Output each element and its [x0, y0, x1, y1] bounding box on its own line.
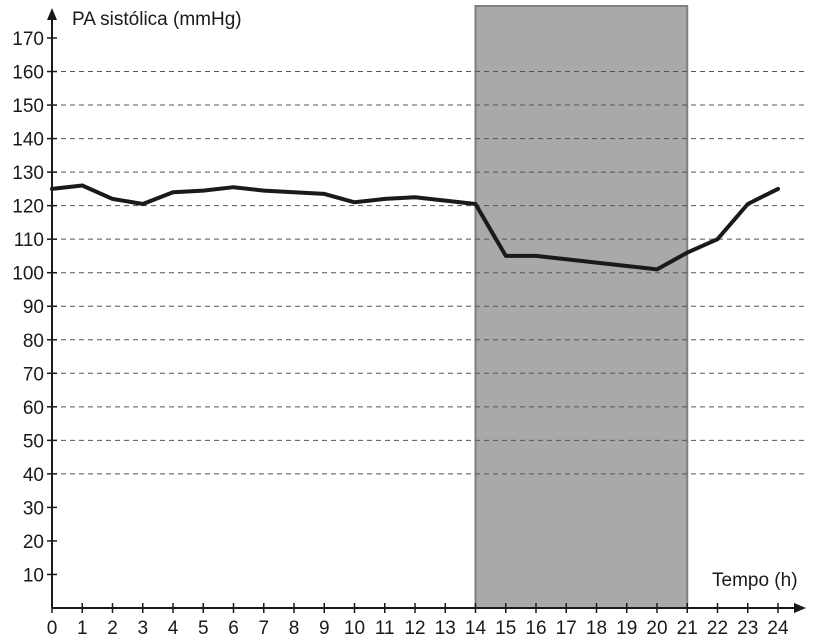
x-tick-label: 3 — [137, 618, 148, 639]
y-tick-label: 20 — [23, 532, 44, 553]
y-tick-label: 40 — [23, 465, 44, 486]
y-tick-label: 170 — [12, 29, 44, 50]
x-tick-label: 2 — [107, 618, 118, 639]
y-tick-label: 140 — [12, 130, 44, 151]
y-tick-label: 60 — [23, 398, 44, 419]
y-tick-label: 130 — [12, 163, 44, 184]
y-tick-label: 160 — [12, 63, 44, 84]
y-tick-label: 10 — [23, 565, 44, 586]
y-axis-title: PA sistólica (mmHg) — [72, 9, 242, 30]
series-layer — [50, 183, 780, 272]
series-line-0 — [50, 183, 780, 272]
y-tick-label: 120 — [12, 197, 44, 218]
x-tick-label: 15 — [495, 618, 516, 639]
y-axis-arrow — [47, 8, 57, 20]
x-tick-label: 19 — [616, 618, 637, 639]
tick-labels-layer: 1020304050607080901001101201301401501601… — [12, 29, 789, 639]
y-tick-label: 30 — [23, 498, 44, 519]
x-tick-label: 7 — [258, 618, 269, 639]
x-tick-label: 23 — [737, 618, 758, 639]
shaded-region — [474, 5, 689, 609]
axes-layer — [47, 8, 806, 613]
x-axis-title: Tempo (h) — [712, 570, 798, 591]
shaded-region-layer — [474, 5, 689, 609]
x-tick-label: 8 — [289, 618, 300, 639]
y-tick-label: 100 — [12, 264, 44, 285]
y-tick-label: 150 — [12, 96, 44, 117]
x-tick-label: 1 — [77, 618, 88, 639]
y-tick-label: 80 — [23, 331, 44, 352]
x-tick-label: 21 — [677, 618, 698, 639]
x-tick-label: 5 — [198, 618, 209, 639]
y-tick-label: 110 — [14, 230, 44, 251]
y-tick-label: 90 — [23, 297, 44, 318]
x-tick-label: 0 — [47, 618, 58, 639]
x-tick-label: 17 — [556, 618, 577, 639]
x-tick-label: 12 — [404, 618, 425, 639]
gridlines-layer — [52, 71, 804, 475]
x-tick-label: 9 — [319, 618, 330, 639]
x-tick-label: 20 — [646, 618, 667, 639]
x-tick-label: 18 — [586, 618, 607, 639]
x-axis-arrow — [794, 603, 806, 613]
x-tick-label: 10 — [344, 618, 365, 639]
x-tick-label: 13 — [435, 618, 456, 639]
x-tick-label: 4 — [168, 618, 179, 639]
x-tick-label: 16 — [525, 618, 546, 639]
x-tick-label: 11 — [375, 618, 395, 639]
y-tick-label: 70 — [23, 364, 44, 385]
x-tick-label: 14 — [465, 618, 487, 639]
y-tick-label: 50 — [23, 431, 44, 452]
x-tick-label: 22 — [707, 618, 728, 639]
x-tick-label: 6 — [228, 618, 239, 639]
x-tick-label: 24 — [767, 618, 789, 639]
